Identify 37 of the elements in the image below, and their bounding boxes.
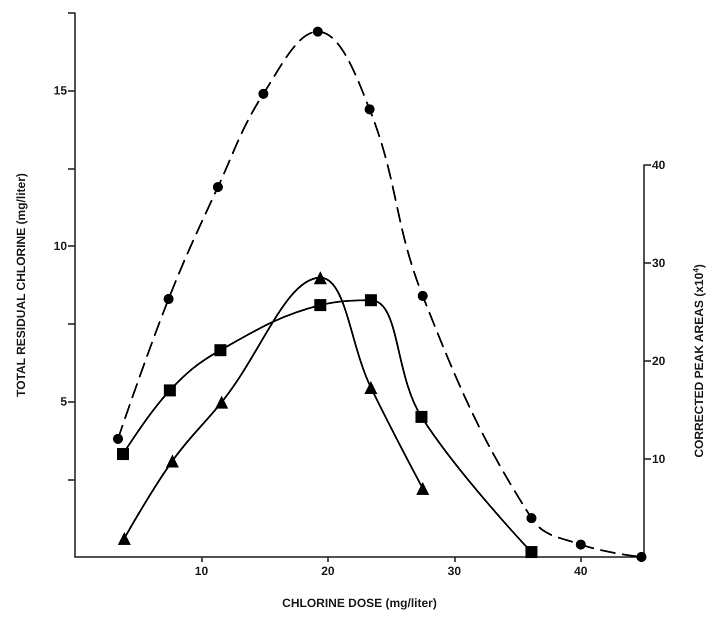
point xyxy=(113,434,123,444)
point xyxy=(164,294,174,304)
x-axis-title: CHLORINE DOSE (mg/liter) xyxy=(282,596,437,610)
point xyxy=(164,384,176,396)
point xyxy=(314,299,326,312)
point xyxy=(314,271,327,284)
point xyxy=(166,454,179,468)
y2-tick-label: 20 xyxy=(652,354,666,368)
point xyxy=(576,540,586,550)
point xyxy=(118,532,131,545)
x-tick-label: 30 xyxy=(448,564,462,578)
point xyxy=(636,552,646,562)
y2-tick-label: 10 xyxy=(652,452,666,466)
point xyxy=(117,448,130,460)
point xyxy=(416,482,430,495)
point xyxy=(212,182,223,192)
y-axis-title: TOTAL RESIDUAL CHLORINE (mg/liter) xyxy=(14,173,28,397)
point xyxy=(312,26,323,37)
point xyxy=(214,344,226,356)
y-tick-label: 10 xyxy=(54,239,68,254)
point xyxy=(364,380,378,394)
point xyxy=(215,396,228,409)
point xyxy=(418,290,428,301)
y2-axis-title: CORRECTED PEAK AREAS (x104) xyxy=(692,264,706,458)
y-tick-label: 15 xyxy=(54,84,68,98)
y2-tick-label: 40 xyxy=(652,158,666,172)
point xyxy=(525,546,538,558)
x-tick-label: 10 xyxy=(194,564,208,578)
x-tick-label: 20 xyxy=(321,564,335,578)
point xyxy=(415,410,428,423)
y2-tick-label: 30 xyxy=(652,256,666,270)
y-tick-label: 5 xyxy=(60,394,68,409)
point xyxy=(526,513,536,524)
point xyxy=(258,88,268,99)
point xyxy=(364,294,377,306)
point xyxy=(364,104,375,114)
x-tick-label: 40 xyxy=(574,564,588,578)
